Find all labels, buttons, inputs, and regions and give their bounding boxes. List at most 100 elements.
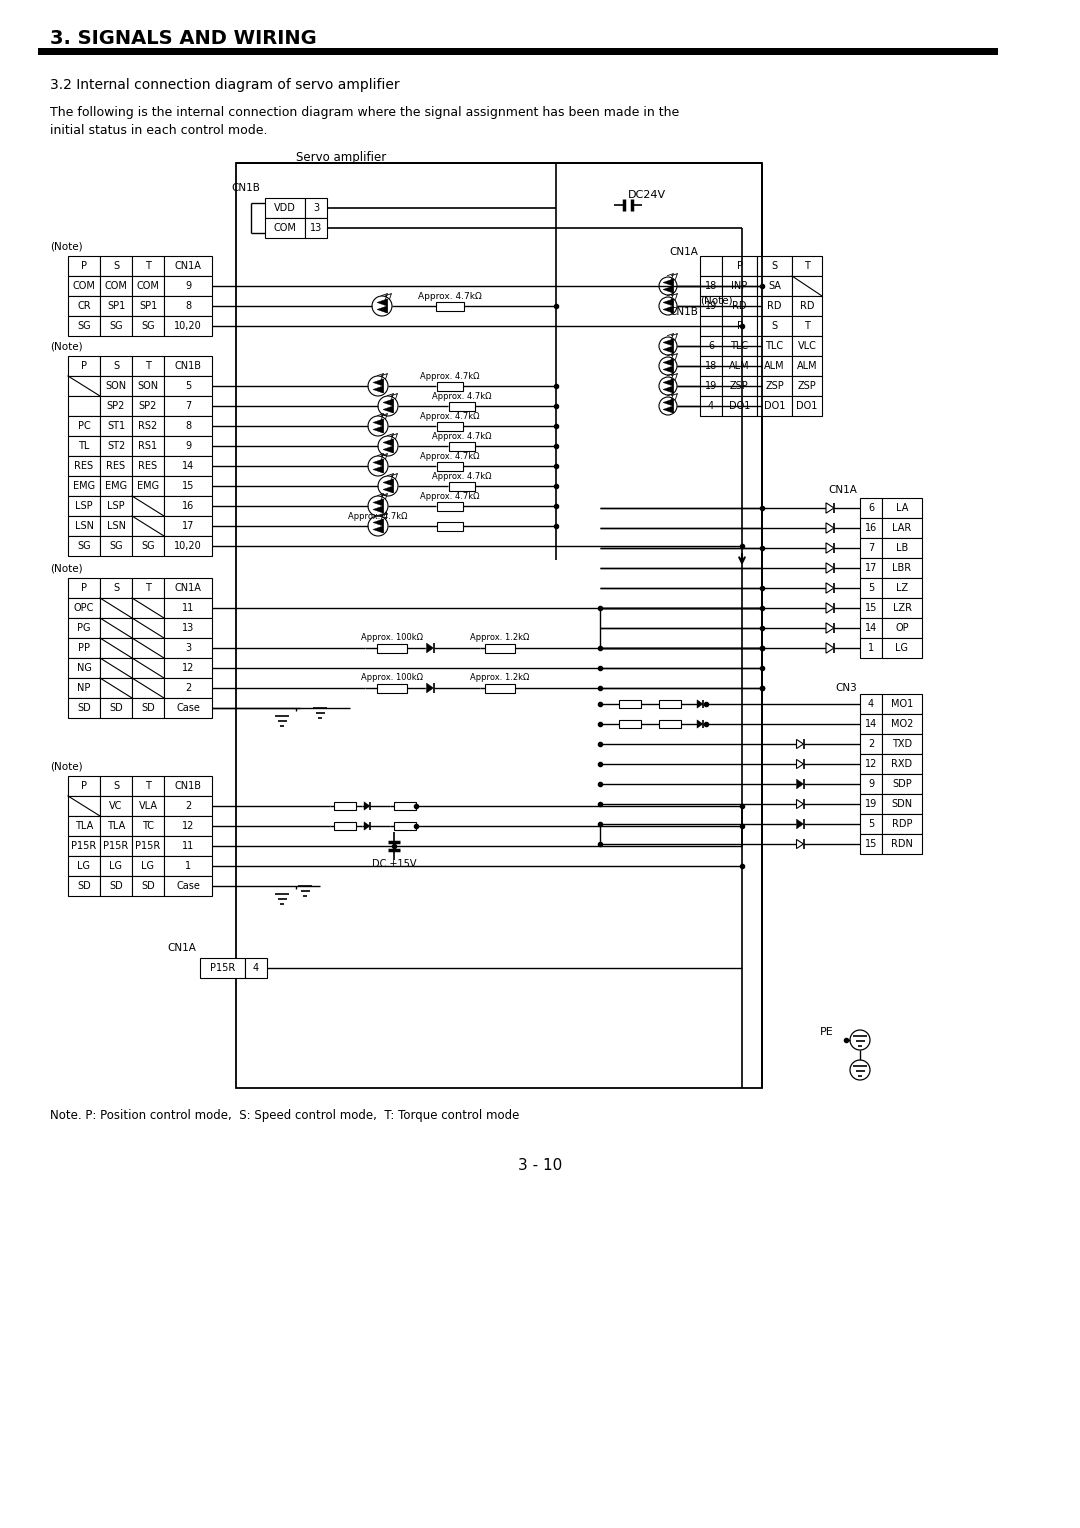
Text: 4: 4 xyxy=(253,963,259,973)
Bar xyxy=(164,578,212,597)
Text: MO1: MO1 xyxy=(891,698,913,709)
Text: RD: RD xyxy=(767,301,782,312)
Bar xyxy=(882,733,922,753)
Bar xyxy=(882,518,922,538)
Bar xyxy=(700,356,723,376)
Text: PC: PC xyxy=(78,422,91,431)
Text: 2: 2 xyxy=(868,740,874,749)
Text: TXD: TXD xyxy=(892,740,913,749)
Text: P: P xyxy=(81,361,87,371)
Text: 1: 1 xyxy=(868,643,874,652)
Bar xyxy=(700,296,723,316)
Text: 4: 4 xyxy=(868,698,874,709)
Polygon shape xyxy=(826,582,834,593)
Text: 2: 2 xyxy=(185,801,191,811)
Bar xyxy=(68,497,100,516)
Text: Approx. 4.7kΩ: Approx. 4.7kΩ xyxy=(420,371,480,380)
Bar xyxy=(860,714,882,733)
Bar xyxy=(723,356,757,376)
Text: RXD: RXD xyxy=(891,759,913,769)
Bar xyxy=(757,257,792,277)
Bar xyxy=(164,316,212,336)
Text: VLA: VLA xyxy=(138,801,158,811)
Text: RS1: RS1 xyxy=(138,442,158,451)
Text: 6: 6 xyxy=(707,341,714,351)
Text: DO1: DO1 xyxy=(729,400,751,411)
Text: COM: COM xyxy=(72,281,95,290)
Polygon shape xyxy=(377,299,387,306)
Text: T: T xyxy=(145,584,151,593)
Text: OP: OP xyxy=(895,623,908,633)
Bar xyxy=(100,816,132,836)
Text: Approx. 4.7kΩ: Approx. 4.7kΩ xyxy=(432,472,491,480)
Text: ZSP: ZSP xyxy=(730,380,748,391)
Polygon shape xyxy=(663,286,673,293)
Bar xyxy=(68,516,100,536)
Bar xyxy=(757,356,792,376)
Text: 4: 4 xyxy=(707,400,714,411)
Polygon shape xyxy=(826,542,834,553)
Text: DO1: DO1 xyxy=(796,400,818,411)
Text: SG: SG xyxy=(109,321,123,332)
Text: LAR: LAR xyxy=(892,523,912,533)
Text: 5: 5 xyxy=(868,584,874,593)
Text: CN1B: CN1B xyxy=(175,361,202,371)
Polygon shape xyxy=(373,458,383,466)
Bar xyxy=(334,822,356,830)
Text: P: P xyxy=(81,261,87,270)
Text: Case: Case xyxy=(176,703,200,714)
Text: TLA: TLA xyxy=(75,821,93,831)
Text: ZSP: ZSP xyxy=(798,380,816,391)
Bar xyxy=(132,698,164,718)
Text: 12: 12 xyxy=(181,821,194,831)
Text: 8: 8 xyxy=(185,301,191,312)
Bar xyxy=(100,856,132,876)
Text: 16: 16 xyxy=(865,523,877,533)
Text: CN1A: CN1A xyxy=(670,248,698,257)
Text: 3 - 10: 3 - 10 xyxy=(518,1158,562,1172)
Bar xyxy=(164,698,212,718)
Bar xyxy=(132,356,164,376)
Bar xyxy=(860,814,882,834)
Text: S: S xyxy=(113,361,119,371)
Bar xyxy=(100,876,132,895)
Text: SD: SD xyxy=(141,703,154,714)
Text: SD: SD xyxy=(109,882,123,891)
Text: LG: LG xyxy=(78,860,91,871)
Text: Note. P: Position control mode,  S: Speed control mode,  T: Torque control mode: Note. P: Position control mode, S: Speed… xyxy=(50,1108,519,1122)
Polygon shape xyxy=(826,643,834,652)
Text: DC +15V: DC +15V xyxy=(372,859,417,869)
Text: RES: RES xyxy=(107,461,125,471)
Text: 13: 13 xyxy=(310,223,322,232)
Text: LSN: LSN xyxy=(75,521,94,532)
Polygon shape xyxy=(663,379,673,387)
Text: 17: 17 xyxy=(181,521,194,532)
Bar xyxy=(68,396,100,416)
Bar xyxy=(659,720,681,727)
Polygon shape xyxy=(663,387,673,393)
Text: LG: LG xyxy=(141,860,154,871)
Text: 7: 7 xyxy=(185,400,191,411)
Bar xyxy=(792,336,822,356)
Bar xyxy=(449,481,475,490)
Bar xyxy=(757,277,792,296)
Bar xyxy=(700,396,723,416)
Bar xyxy=(68,376,100,396)
Polygon shape xyxy=(373,506,383,513)
Text: EMG: EMG xyxy=(137,481,159,490)
Text: S: S xyxy=(113,584,119,593)
Text: CN1B: CN1B xyxy=(231,183,260,193)
Bar xyxy=(132,876,164,895)
Bar xyxy=(164,617,212,639)
Polygon shape xyxy=(663,399,673,406)
Bar xyxy=(164,356,212,376)
Bar xyxy=(860,775,882,795)
Text: 19: 19 xyxy=(705,380,717,391)
Polygon shape xyxy=(377,306,387,313)
Text: 18: 18 xyxy=(705,361,717,371)
Text: PP: PP xyxy=(78,643,90,652)
Bar xyxy=(792,296,822,316)
Text: P: P xyxy=(81,584,87,593)
Text: 3: 3 xyxy=(185,643,191,652)
Bar xyxy=(100,796,132,816)
